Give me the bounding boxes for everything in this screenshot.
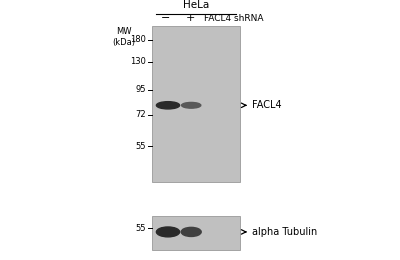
Text: 95: 95 bbox=[136, 86, 146, 94]
Text: FACL4 shRNA: FACL4 shRNA bbox=[204, 14, 264, 23]
Ellipse shape bbox=[181, 227, 201, 237]
Text: −: − bbox=[161, 13, 171, 23]
Text: +: + bbox=[185, 13, 195, 23]
FancyBboxPatch shape bbox=[152, 26, 240, 182]
Ellipse shape bbox=[156, 102, 180, 109]
FancyBboxPatch shape bbox=[152, 216, 240, 250]
Text: FACL4: FACL4 bbox=[252, 100, 282, 110]
Ellipse shape bbox=[182, 102, 201, 108]
Text: HeLa: HeLa bbox=[183, 1, 209, 10]
Text: 180: 180 bbox=[130, 35, 146, 44]
Text: 72: 72 bbox=[135, 110, 146, 119]
Ellipse shape bbox=[156, 227, 180, 237]
Text: 130: 130 bbox=[130, 57, 146, 66]
Text: MW
(kDa): MW (kDa) bbox=[112, 27, 136, 47]
Text: 55: 55 bbox=[136, 142, 146, 151]
Text: alpha Tubulin: alpha Tubulin bbox=[252, 227, 317, 237]
Text: 55: 55 bbox=[136, 224, 146, 233]
